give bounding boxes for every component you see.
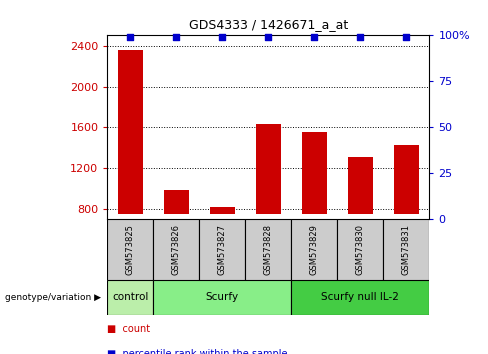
Bar [153, 280, 291, 315]
Text: genotype/variation ▶: genotype/variation ▶ [5, 293, 101, 302]
Text: GSM573831: GSM573831 [402, 224, 411, 275]
Text: ■  percentile rank within the sample: ■ percentile rank within the sample [107, 349, 288, 354]
Point [310, 34, 318, 40]
Bar [153, 219, 200, 280]
Text: Scurfy null IL-2: Scurfy null IL-2 [322, 292, 399, 302]
Bar [200, 219, 245, 280]
Bar [107, 280, 153, 315]
Point [403, 34, 410, 40]
Text: GSM573828: GSM573828 [264, 224, 273, 275]
Bar [256, 124, 281, 215]
Bar [107, 219, 153, 280]
Bar [291, 280, 429, 315]
Title: GDS4333 / 1426671_a_at: GDS4333 / 1426671_a_at [189, 18, 348, 32]
Point [357, 34, 365, 40]
Bar [210, 207, 235, 215]
Text: control: control [112, 292, 148, 302]
Bar [302, 132, 327, 215]
Bar [291, 219, 337, 280]
Bar [337, 219, 384, 280]
Bar [118, 50, 143, 215]
Bar [384, 219, 429, 280]
Point [172, 34, 180, 40]
Text: Scurfy: Scurfy [206, 292, 239, 302]
Text: GSM573827: GSM573827 [218, 224, 227, 275]
Bar [348, 157, 373, 215]
Bar [164, 190, 189, 215]
Point [219, 34, 226, 40]
Bar [394, 145, 419, 215]
Point [126, 34, 134, 40]
Point [264, 34, 272, 40]
Bar [245, 219, 291, 280]
Text: ■  count: ■ count [107, 324, 150, 334]
Text: GSM573826: GSM573826 [172, 224, 181, 275]
Text: GSM573829: GSM573829 [310, 224, 319, 275]
Text: GSM573825: GSM573825 [126, 224, 135, 275]
Text: GSM573830: GSM573830 [356, 224, 365, 275]
